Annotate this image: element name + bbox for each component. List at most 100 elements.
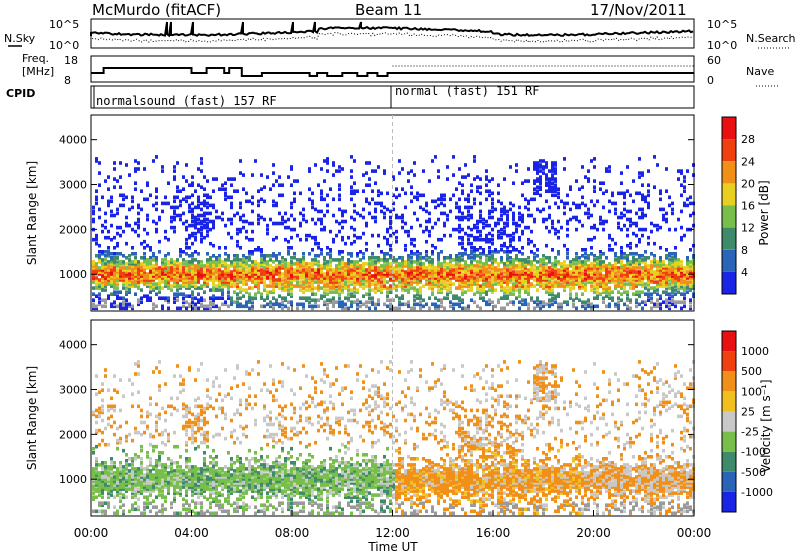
power-cell [281, 264, 284, 268]
power-cell [497, 235, 500, 240]
power-cell [413, 280, 416, 284]
power-cell [206, 262, 209, 266]
power-cell [473, 280, 476, 284]
power-cell [635, 300, 638, 304]
power-cell [254, 280, 257, 284]
power-cell [107, 201, 110, 206]
power-cell [107, 203, 110, 208]
power-cell [245, 304, 248, 309]
power-cell [653, 276, 656, 280]
velocity-cell [116, 483, 119, 487]
power-cell [509, 288, 512, 292]
power-cell [260, 187, 263, 191]
power-cell [386, 268, 389, 272]
power-cell [236, 266, 239, 270]
power-cell [587, 274, 590, 278]
power-cell [533, 187, 536, 191]
power-cell [206, 229, 209, 234]
power-cell [608, 165, 611, 169]
power-cell [443, 284, 446, 288]
power-cell [425, 239, 428, 244]
power-cell [512, 260, 515, 264]
velocity-cell [131, 495, 134, 499]
power-cell [194, 215, 197, 220]
power-cell [308, 252, 311, 256]
power-cell [587, 177, 590, 181]
power-cell [320, 280, 323, 284]
power-cell [560, 199, 563, 204]
power-cell [683, 201, 686, 206]
velocity-cell [131, 382, 134, 386]
power-cell [593, 276, 596, 280]
power-cell [686, 260, 689, 264]
power-cell [557, 252, 560, 256]
power-cell [188, 223, 191, 228]
power-cell [521, 219, 524, 224]
power-cell [410, 185, 413, 189]
power-cell [293, 284, 296, 288]
power-cell [491, 284, 494, 288]
power-cell [518, 276, 521, 280]
power-cell [347, 292, 350, 296]
power-cell [488, 288, 491, 292]
power-cell [671, 260, 674, 264]
power-cell [350, 189, 353, 193]
power-cell [242, 187, 245, 191]
power-cell [524, 278, 527, 282]
power-cell [110, 280, 113, 284]
power-cell [419, 193, 422, 198]
power-cell [620, 268, 623, 272]
power-cell [551, 274, 554, 278]
power-cell [380, 288, 383, 292]
power-cell [416, 292, 419, 296]
power-cell [491, 272, 494, 276]
power-cell [110, 304, 113, 309]
power-cell [128, 282, 131, 286]
power-cell [515, 280, 518, 284]
power-cell [548, 258, 551, 262]
power-cell [413, 195, 416, 200]
velocity-cell [131, 392, 134, 396]
velocity-cell [116, 477, 119, 481]
power-cell [524, 258, 527, 262]
power-cell [356, 278, 359, 282]
power-cell [680, 284, 683, 288]
power-cell [464, 262, 467, 266]
power-cell [206, 284, 209, 288]
velocity-cell [140, 469, 143, 473]
power-cell [224, 272, 227, 276]
power-cell [167, 300, 170, 304]
velocity-cell [92, 467, 95, 471]
power-cell [512, 272, 515, 276]
power-cell [272, 284, 275, 288]
power-cell [479, 237, 482, 242]
power-cell [458, 223, 461, 228]
power-cell [194, 276, 197, 280]
power-cell [191, 276, 194, 280]
power-cell [596, 290, 599, 294]
power-cell [248, 252, 251, 256]
power-cell [497, 270, 500, 274]
power-cell [332, 272, 335, 276]
power-cell [113, 286, 116, 290]
power-cell [224, 197, 227, 202]
y-tick-label: 4000 [59, 134, 87, 147]
power-cell [299, 260, 302, 264]
power-cell [641, 276, 644, 280]
power-cell [341, 268, 344, 272]
power-cell [647, 276, 650, 280]
power-cell [662, 215, 665, 220]
power-cell [110, 252, 113, 256]
power-cell [566, 276, 569, 280]
power-cell [314, 260, 317, 264]
power-cell [314, 262, 317, 266]
power-cell [419, 258, 422, 262]
power-cell [341, 290, 344, 294]
power-cell [584, 262, 587, 266]
power-cell [464, 248, 467, 252]
power-cell [311, 288, 314, 292]
power-cell [425, 254, 428, 258]
power-cell [410, 270, 413, 274]
power-cell [191, 302, 194, 307]
power-cell [512, 213, 515, 218]
